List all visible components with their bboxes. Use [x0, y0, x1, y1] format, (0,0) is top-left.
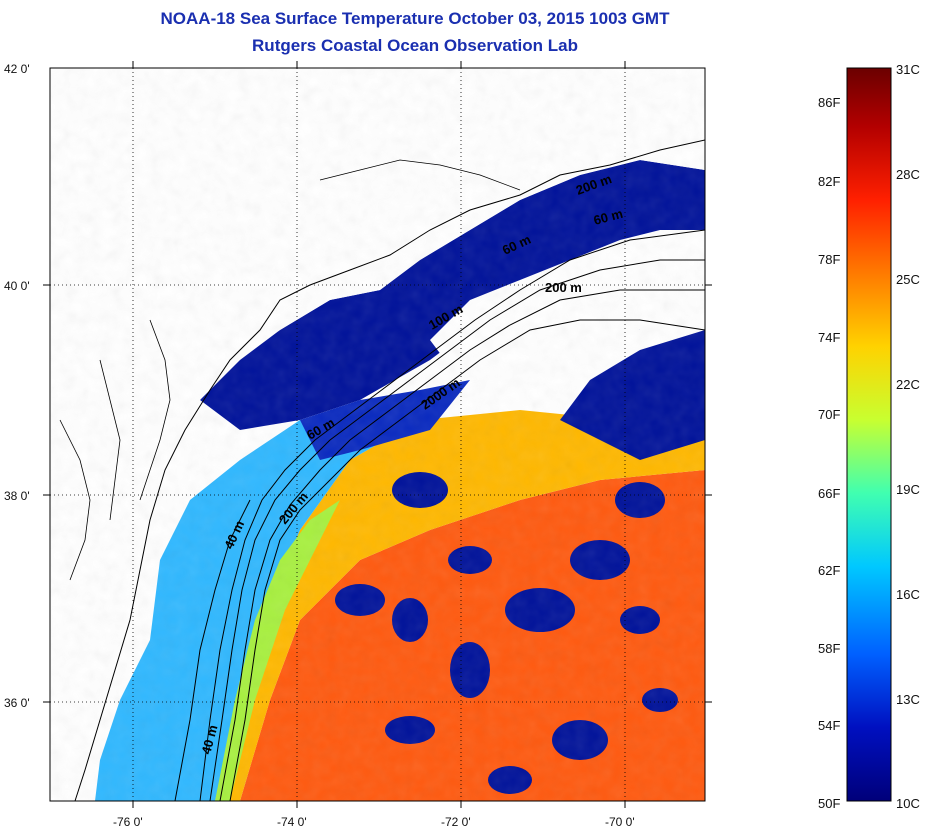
colorbar-label-f: 62F	[818, 563, 841, 578]
colorbar-label-f: 50F	[818, 796, 841, 811]
colorbar-label-c: 25C	[896, 272, 920, 287]
lat-tick-label: 36 0'	[4, 696, 30, 710]
colorbar-label-c: 22C	[896, 377, 920, 392]
bay-outline	[59, 419, 91, 581]
map-subtitle: Rutgers Coastal Ocean Observation Lab	[252, 36, 578, 55]
bay-outline	[139, 319, 171, 501]
contour-line	[229, 319, 705, 801]
sst-field	[50, 68, 705, 801]
lon-tick-label: -72 0'	[441, 815, 471, 829]
colorbar-label-f: 58F	[818, 641, 841, 656]
tick-marks	[43, 61, 712, 808]
contour-label: 60 m	[592, 206, 625, 228]
colorbar-label-c: 16C	[896, 587, 920, 602]
colorbar-label-c: 19C	[896, 482, 920, 497]
colorbar-label-f: 70F	[818, 407, 841, 422]
contour-label: 200 m	[545, 280, 582, 295]
colorbar-label-f: 82F	[818, 174, 841, 189]
colorbar-label-f: 66F	[818, 486, 841, 501]
colorbar-label-f: 74F	[818, 330, 841, 345]
colorbar-label-c: 10C	[896, 796, 920, 811]
lat-tick-label: 42 0'	[4, 62, 30, 76]
colorbar-label-f: 78F	[818, 252, 841, 267]
lon-tick-label: -74 0'	[277, 815, 307, 829]
map-title: NOAA-18 Sea Surface Temperature October …	[160, 9, 670, 28]
bay-outline	[99, 359, 121, 521]
contour-line	[209, 259, 705, 801]
lon-tick-label: -76 0'	[113, 815, 143, 829]
coastline	[319, 159, 521, 191]
colorbar-label-f: 86F	[818, 95, 841, 110]
colorbar-label-f: 54F	[818, 718, 841, 733]
lon-tick-label: -70 0'	[605, 815, 635, 829]
contour-line	[219, 289, 705, 801]
contour-label: 40 m	[198, 723, 220, 756]
contour-line	[199, 229, 705, 801]
lat-tick-label: 38 0'	[4, 489, 30, 503]
colorbar-label-c: 28C	[896, 167, 920, 182]
map-frame	[49, 67, 706, 802]
lat-tick-label: 40 0'	[4, 279, 30, 293]
colorbar-label-c: 13C	[896, 692, 920, 707]
contour-line	[174, 499, 251, 801]
colorbar	[846, 67, 892, 802]
colorbar-label-c: 31C	[896, 62, 920, 77]
coastline	[74, 139, 705, 801]
